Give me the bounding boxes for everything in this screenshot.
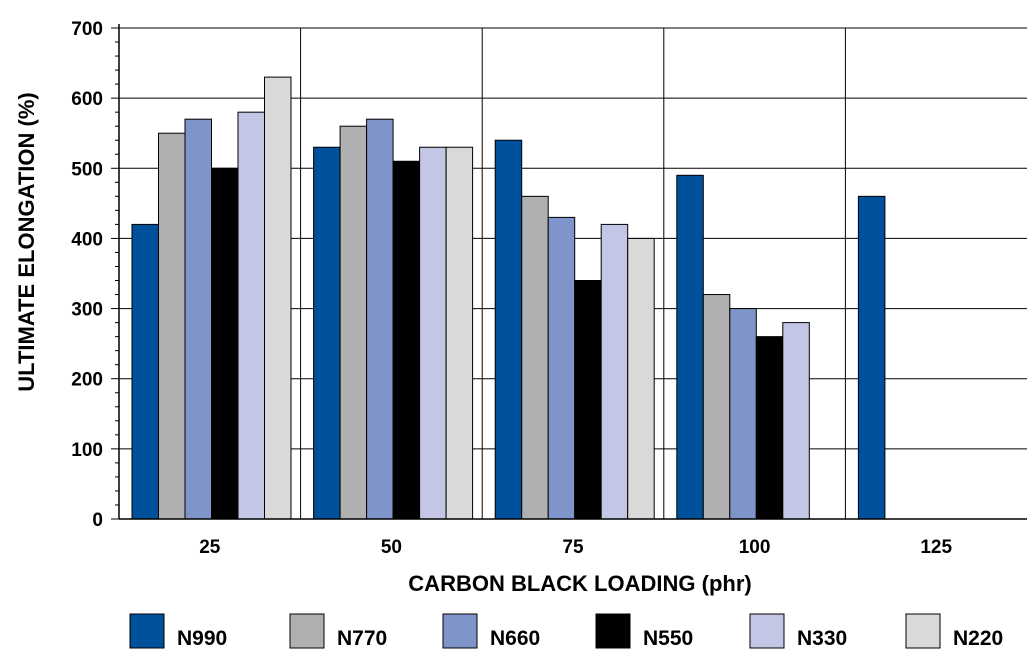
y-tick-label: 300 bbox=[71, 300, 103, 321]
x-tick-label: 25 bbox=[199, 537, 221, 558]
axes bbox=[111, 24, 1027, 520]
bar-N770-100 bbox=[702, 294, 731, 520]
legend: N990 N770 N660 N550 N330 N220 bbox=[129, 613, 1003, 650]
y-tick-label: 200 bbox=[71, 370, 103, 391]
bar-N990-50 bbox=[313, 146, 341, 520]
y-tick-label: 100 bbox=[71, 440, 103, 461]
legend-label-N770: N770 bbox=[337, 627, 387, 650]
legend-swatch-N220 bbox=[905, 613, 941, 649]
bar-N990-25 bbox=[131, 223, 159, 520]
x-axis-label: CARBON BLACK LOADING (phr) bbox=[408, 571, 751, 596]
bar-N770-75 bbox=[521, 195, 549, 520]
bar-N550-100 bbox=[755, 336, 784, 520]
bar-N220-75 bbox=[627, 237, 655, 520]
bar-N550-50 bbox=[392, 160, 421, 520]
bar-N220-50 bbox=[445, 146, 474, 520]
bars bbox=[131, 76, 886, 520]
y-tick-label: 500 bbox=[71, 159, 103, 180]
bar-N770-50 bbox=[339, 125, 368, 520]
legend-swatch-N330 bbox=[749, 613, 785, 649]
bar-N660-25 bbox=[184, 118, 212, 520]
bar-N990-125 bbox=[857, 195, 886, 520]
bar-N550-75 bbox=[574, 280, 602, 520]
y-tick-label: 700 bbox=[71, 19, 103, 40]
bar-N330-100 bbox=[782, 322, 810, 520]
y-axis-label: ULTIMATE ELONGATION (%) bbox=[14, 92, 39, 391]
x-tick-label: 75 bbox=[562, 537, 584, 558]
bar-N990-75 bbox=[494, 139, 523, 520]
bar-N990-100 bbox=[676, 174, 704, 520]
legend-swatch-N660 bbox=[442, 613, 478, 649]
bar-N770-25 bbox=[158, 132, 186, 520]
bar-N330-50 bbox=[419, 146, 447, 520]
legend-label-N330: N330 bbox=[797, 627, 847, 650]
legend-label-N990: N990 bbox=[177, 627, 227, 650]
legend-label-N220: N220 bbox=[953, 627, 1003, 650]
y-tick-label: 400 bbox=[71, 229, 103, 250]
legend-swatch-N550 bbox=[595, 613, 631, 649]
bar-N550-25 bbox=[211, 167, 239, 520]
labels: 0 100 200 300 400 500 600 700 25 50 75 100 125 bbox=[71, 19, 952, 558]
bar-N330-75 bbox=[600, 223, 629, 520]
legend-swatch-N990 bbox=[129, 613, 165, 649]
x-tick-label: 100 bbox=[739, 537, 771, 558]
bar-N660-50 bbox=[366, 118, 394, 520]
bar-N660-100 bbox=[729, 308, 757, 520]
y-tick-label: 0 bbox=[92, 510, 103, 531]
x-tick-label: 50 bbox=[381, 537, 402, 558]
legend-swatch-N770 bbox=[289, 613, 325, 649]
legend-label-N550: N550 bbox=[643, 627, 693, 650]
bar-N220-25 bbox=[264, 76, 292, 520]
legend-label-N660: N660 bbox=[490, 627, 540, 650]
bar-N330-25 bbox=[237, 111, 265, 520]
bar-N660-75 bbox=[547, 216, 576, 520]
y-tick-label: 600 bbox=[71, 89, 103, 110]
x-tick-label: 125 bbox=[920, 537, 952, 558]
